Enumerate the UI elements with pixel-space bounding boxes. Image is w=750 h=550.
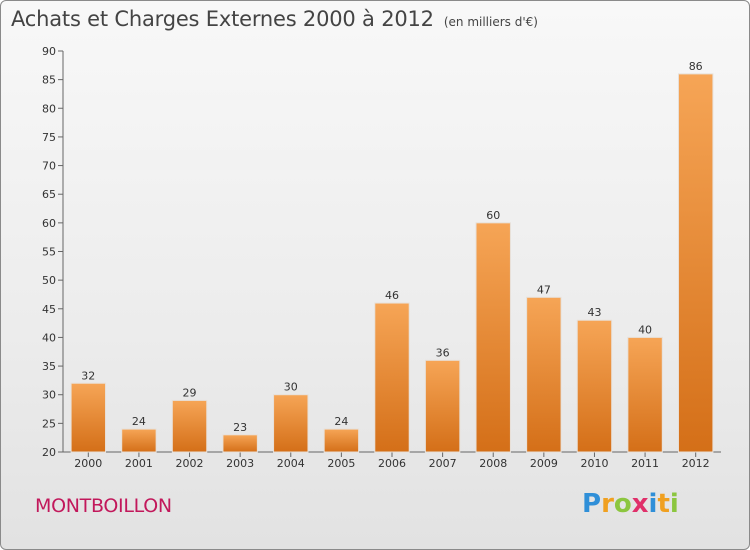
x-tick-label: 2000 <box>74 457 102 470</box>
y-tick-label: 75 <box>42 131 56 144</box>
value-label-2000: 32 <box>81 369 95 382</box>
value-label-2003: 23 <box>233 421 247 434</box>
chart-title: Achats et Charges Externes 2000 à 2012 (e… <box>11 7 538 31</box>
logo-letter: i <box>669 489 679 519</box>
bar-2003 <box>222 434 258 453</box>
y-tick-label: 35 <box>42 360 56 373</box>
y-tick-label: 55 <box>42 246 56 259</box>
bar-2007 <box>424 359 461 453</box>
bar-2008 <box>475 222 511 453</box>
x-tick-label: 2008 <box>479 457 507 470</box>
y-tick-label: 85 <box>42 74 56 87</box>
x-tick-label: 2010 <box>580 457 608 470</box>
value-label-2007: 36 <box>436 346 450 359</box>
logo-letter: P <box>582 489 602 519</box>
bar-2000 <box>70 382 107 453</box>
bar-2001 <box>121 428 157 453</box>
x-tick-label: 2003 <box>226 457 254 470</box>
x-tick-label: 2002 <box>176 457 204 470</box>
value-label-2002: 29 <box>183 386 197 399</box>
y-tick-label: 80 <box>42 102 56 115</box>
value-label-2011: 40 <box>638 323 652 336</box>
x-tick-label: 2005 <box>327 457 355 470</box>
x-tick-label: 2009 <box>530 457 558 470</box>
bar-2010 <box>576 319 613 453</box>
proxiti-logo: Proxiti <box>582 489 679 519</box>
y-tick-label: 45 <box>42 303 56 316</box>
bar-2004 <box>273 394 309 453</box>
y-tick-label: 70 <box>42 160 56 173</box>
value-label-2012: 86 <box>689 60 703 73</box>
y-tick-label: 60 <box>42 217 56 230</box>
y-tick-label: 30 <box>42 389 56 402</box>
bar-2012 <box>677 73 714 453</box>
y-tick-label: 90 <box>42 45 56 58</box>
logo-letter: r <box>601 489 614 519</box>
chart-subtitle: (en milliers d'€) <box>443 15 538 29</box>
chart-title-text: Achats et Charges Externes 2000 à 2012 <box>11 7 434 31</box>
value-label-2006: 46 <box>385 289 399 302</box>
commune-name: MONTBOILLON <box>35 495 172 517</box>
x-tick-label: 2011 <box>631 457 659 470</box>
y-tick-label: 25 <box>42 417 56 430</box>
bar-2002 <box>171 399 208 453</box>
bars <box>70 73 714 453</box>
value-label-2001: 24 <box>132 415 146 428</box>
x-tick-label: 2006 <box>378 457 406 470</box>
logo-letter: t <box>657 489 670 519</box>
value-label-2005: 24 <box>334 415 348 428</box>
bar-2011 <box>627 336 663 453</box>
axes: 20 25 30 35 40 45 50 55 60 65 70 75 80 85 90 2000 2001 20… <box>42 45 721 470</box>
logo-letter: i <box>648 489 658 519</box>
x-tick-label: 2001 <box>125 457 153 470</box>
x-tick-label: 2004 <box>277 457 305 470</box>
y-tick-label: 20 <box>42 446 56 459</box>
x-tick-label: 2007 <box>429 457 457 470</box>
value-label-2008: 60 <box>486 209 500 222</box>
value-labels: 32 24 29 23 30 24 46 36 60 47 43 40 86 <box>81 60 702 434</box>
value-label-2009: 47 <box>537 283 551 296</box>
x-tick-label: 2012 <box>682 457 710 470</box>
logo-letter: o <box>613 489 632 519</box>
bar-2009 <box>526 296 562 453</box>
value-label-2004: 30 <box>284 381 298 394</box>
bar-2006 <box>374 302 410 453</box>
logo-letter: x <box>631 489 649 519</box>
value-label-2010: 43 <box>587 306 601 319</box>
y-tick-label: 40 <box>42 331 56 344</box>
bar-2005 <box>323 428 360 453</box>
y-tick-label: 65 <box>42 188 56 201</box>
y-tick-label: 50 <box>42 274 56 287</box>
